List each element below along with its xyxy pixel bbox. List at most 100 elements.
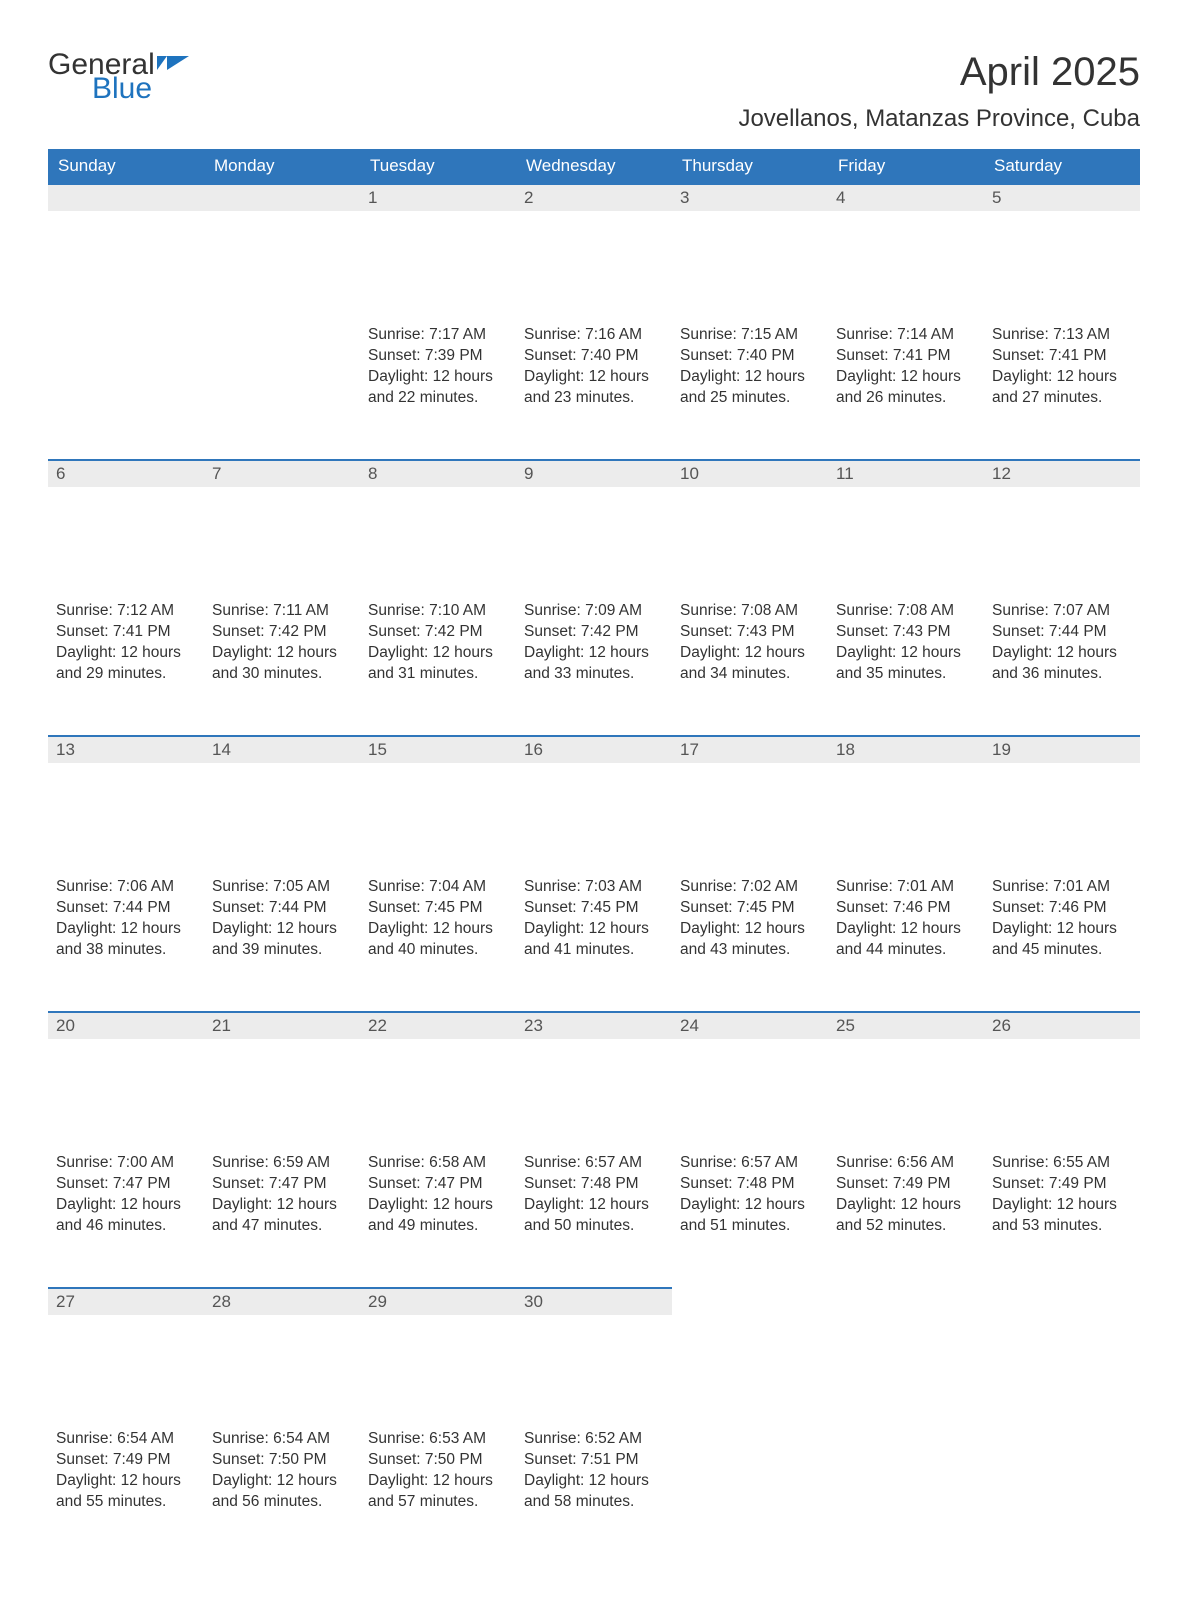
sunset-text: Sunset: 7:47 PM [368, 1174, 508, 1195]
sunset-text: Sunset: 7:48 PM [524, 1174, 664, 1195]
day-body: Sunrise: 6:54 AMSunset: 7:50 PMDaylight:… [204, 1425, 360, 1523]
day-body: Sunrise: 7:08 AMSunset: 7:43 PMDaylight:… [828, 597, 984, 695]
day-cell: Sunrise: 7:12 AMSunset: 7:41 PMDaylight:… [48, 597, 204, 735]
sunrise-text: Sunrise: 7:11 AM [212, 601, 352, 622]
day-cell: Sunrise: 7:05 AMSunset: 7:44 PMDaylight:… [204, 873, 360, 1011]
daylight-text-2: and 25 minutes. [680, 388, 820, 409]
sunset-text: Sunset: 7:49 PM [836, 1174, 976, 1195]
sunrise-text: Sunrise: 6:54 AM [56, 1429, 196, 1450]
day-cell: Sunrise: 6:54 AMSunset: 7:49 PMDaylight:… [48, 1425, 204, 1563]
sunset-text: Sunset: 7:44 PM [56, 898, 196, 919]
daylight-text-2: and 52 minutes. [836, 1216, 976, 1237]
daylight-text-1: Daylight: 12 hours [992, 919, 1132, 940]
sunrise-text: Sunrise: 7:08 AM [680, 601, 820, 622]
daylight-text-2: and 44 minutes. [836, 940, 976, 961]
daylight-text-2: and 46 minutes. [56, 1216, 196, 1237]
sunset-text: Sunset: 7:40 PM [680, 346, 820, 367]
sunrise-text: Sunrise: 7:14 AM [836, 325, 976, 346]
daylight-text-2: and 23 minutes. [524, 388, 664, 409]
day-body: Sunrise: 6:56 AMSunset: 7:49 PMDaylight:… [828, 1149, 984, 1247]
sunset-text: Sunset: 7:44 PM [212, 898, 352, 919]
calendar-table: Sunday Monday Tuesday Wednesday Thursday… [48, 149, 1140, 1563]
weekday-header: Monday [204, 149, 360, 183]
weekday-header: Sunday [48, 149, 204, 183]
day-cell: Sunrise: 6:57 AMSunset: 7:48 PMDaylight:… [672, 1149, 828, 1287]
day-cell [828, 1425, 984, 1563]
day-number-cell: 22 [360, 1011, 516, 1149]
daylight-text-2: and 27 minutes. [992, 388, 1132, 409]
day-body: Sunrise: 7:03 AMSunset: 7:45 PMDaylight:… [516, 873, 672, 971]
day-cell: Sunrise: 7:08 AMSunset: 7:43 PMDaylight:… [672, 597, 828, 735]
daylight-text-1: Daylight: 12 hours [992, 1195, 1132, 1216]
sunset-text: Sunset: 7:45 PM [680, 898, 820, 919]
day-number-cell: 7 [204, 459, 360, 597]
day-number-cell [672, 1287, 828, 1425]
sunset-text: Sunset: 7:45 PM [368, 898, 508, 919]
week-daynum-row: 20212223242526 [48, 1011, 1140, 1149]
daylight-text-1: Daylight: 12 hours [524, 643, 664, 664]
daylight-text-2: and 30 minutes. [212, 664, 352, 685]
day-body: Sunrise: 7:16 AMSunset: 7:40 PMDaylight:… [516, 321, 672, 419]
sunset-text: Sunset: 7:44 PM [992, 622, 1132, 643]
day-number: 17 [672, 735, 828, 763]
sunrise-text: Sunrise: 6:58 AM [368, 1153, 508, 1174]
month-title: April 2025 [738, 50, 1140, 95]
day-number-cell [204, 183, 360, 321]
sunrise-text: Sunrise: 6:54 AM [212, 1429, 352, 1450]
day-number: 27 [48, 1287, 204, 1315]
day-number-cell: 15 [360, 735, 516, 873]
day-number: 24 [672, 1011, 828, 1039]
day-body: Sunrise: 7:02 AMSunset: 7:45 PMDaylight:… [672, 873, 828, 971]
day-number: 9 [516, 459, 672, 487]
day-number-cell [984, 1287, 1140, 1425]
sunrise-text: Sunrise: 6:56 AM [836, 1153, 976, 1174]
day-number-cell: 27 [48, 1287, 204, 1425]
day-number: 15 [360, 735, 516, 763]
sunset-text: Sunset: 7:42 PM [368, 622, 508, 643]
day-number: 26 [984, 1011, 1140, 1039]
day-body: Sunrise: 7:06 AMSunset: 7:44 PMDaylight:… [48, 873, 204, 971]
day-number-cell: 12 [984, 459, 1140, 597]
daylight-text-2: and 47 minutes. [212, 1216, 352, 1237]
sunset-text: Sunset: 7:45 PM [524, 898, 664, 919]
daylight-text-2: and 53 minutes. [992, 1216, 1132, 1237]
day-cell: Sunrise: 7:17 AMSunset: 7:39 PMDaylight:… [360, 321, 516, 459]
day-cell [672, 1425, 828, 1563]
sunrise-text: Sunrise: 7:04 AM [368, 877, 508, 898]
day-number-cell: 13 [48, 735, 204, 873]
daylight-text-2: and 56 minutes. [212, 1492, 352, 1513]
weekday-header-row: Sunday Monday Tuesday Wednesday Thursday… [48, 149, 1140, 183]
day-cell: Sunrise: 7:07 AMSunset: 7:44 PMDaylight:… [984, 597, 1140, 735]
day-cell: Sunrise: 6:52 AMSunset: 7:51 PMDaylight:… [516, 1425, 672, 1563]
day-number: 23 [516, 1011, 672, 1039]
sunset-text: Sunset: 7:41 PM [992, 346, 1132, 367]
day-body: Sunrise: 7:09 AMSunset: 7:42 PMDaylight:… [516, 597, 672, 695]
sunrise-text: Sunrise: 6:52 AM [524, 1429, 664, 1450]
week-body-row: Sunrise: 7:12 AMSunset: 7:41 PMDaylight:… [48, 597, 1140, 735]
sunset-text: Sunset: 7:47 PM [212, 1174, 352, 1195]
day-number: 12 [984, 459, 1140, 487]
daylight-text-1: Daylight: 12 hours [56, 643, 196, 664]
weekday-header: Tuesday [360, 149, 516, 183]
page-header: General Blue April 2025 Jovellanos, Mata… [48, 50, 1140, 143]
daylight-text-2: and 43 minutes. [680, 940, 820, 961]
sunrise-text: Sunrise: 7:17 AM [368, 325, 508, 346]
day-number-cell: 16 [516, 735, 672, 873]
daylight-text-1: Daylight: 12 hours [992, 643, 1132, 664]
sunrise-text: Sunrise: 6:59 AM [212, 1153, 352, 1174]
day-body: Sunrise: 6:57 AMSunset: 7:48 PMDaylight:… [516, 1149, 672, 1247]
day-number-cell: 10 [672, 459, 828, 597]
sunrise-text: Sunrise: 7:01 AM [992, 877, 1132, 898]
daylight-text-1: Daylight: 12 hours [680, 1195, 820, 1216]
sunrise-text: Sunrise: 6:57 AM [524, 1153, 664, 1174]
sunrise-text: Sunrise: 7:01 AM [836, 877, 976, 898]
daylight-text-2: and 41 minutes. [524, 940, 664, 961]
day-cell: Sunrise: 6:55 AMSunset: 7:49 PMDaylight:… [984, 1149, 1140, 1287]
day-number-cell: 1 [360, 183, 516, 321]
day-number-cell: 11 [828, 459, 984, 597]
day-cell: Sunrise: 7:02 AMSunset: 7:45 PMDaylight:… [672, 873, 828, 1011]
day-number: 29 [360, 1287, 516, 1315]
day-number: 4 [828, 183, 984, 211]
sunset-text: Sunset: 7:46 PM [992, 898, 1132, 919]
day-cell: Sunrise: 6:58 AMSunset: 7:47 PMDaylight:… [360, 1149, 516, 1287]
